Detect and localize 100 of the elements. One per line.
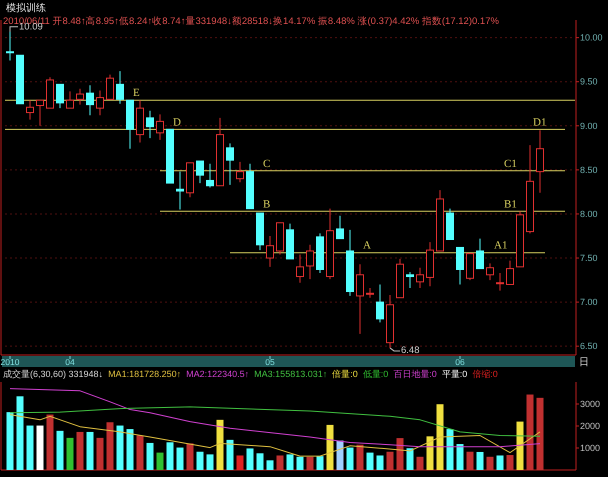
text: 低量:0: [362, 369, 388, 379]
bar: [536, 398, 544, 470]
bar: [486, 456, 494, 470]
bar: [176, 448, 184, 470]
line-series: [10, 388, 540, 448]
bar: [46, 414, 54, 470]
y-tick-label: 9.50: [580, 76, 598, 87]
bar: [456, 444, 464, 470]
bar: [386, 452, 394, 470]
bar: [56, 430, 64, 470]
bar: [246, 448, 254, 470]
bar: [346, 448, 354, 470]
candlestick: [426, 242, 434, 287]
annotation: B1: [504, 198, 517, 210]
text: MA1:181728.250↑: [108, 369, 182, 379]
text: 平量:0: [442, 369, 468, 379]
bar: [516, 422, 524, 470]
bar: [356, 444, 364, 470]
candlestick: [96, 90, 104, 116]
bar: [506, 455, 514, 470]
bar: [266, 460, 274, 470]
bar: [186, 443, 194, 470]
bar: [106, 422, 114, 470]
candlestick: [136, 100, 144, 144]
bar: [196, 452, 204, 470]
bar: [236, 455, 244, 470]
bar: [396, 438, 404, 470]
candlestick: [356, 264, 364, 334]
text: MA3:155813.031↑: [254, 369, 328, 379]
bar: [446, 429, 454, 470]
text: 日: [579, 357, 589, 368]
bar: [296, 456, 304, 470]
y-tick-label: 9.00: [580, 120, 598, 131]
candlestick: [176, 171, 184, 210]
bar: [116, 426, 124, 470]
y-tick-label: 8.50: [580, 164, 598, 175]
bar: [406, 448, 414, 470]
text: 倍量:0: [332, 369, 358, 379]
text: 倍缩:0: [472, 369, 498, 379]
bar: [256, 453, 264, 470]
x-tick-label: 04: [65, 357, 75, 367]
bar: [326, 424, 334, 470]
candlestick: [146, 110, 154, 139]
bar: [496, 455, 504, 470]
ref-line-label: C: [263, 158, 270, 170]
bar: [416, 456, 424, 470]
chart-title: 模拟训练: [6, 2, 46, 14]
chart-title: 成交量(6,30,60) 331948↓: [3, 369, 104, 379]
line-series: [10, 406, 540, 437]
candlestick: [86, 84, 94, 116]
bar: [336, 440, 344, 470]
y-tick-label: 6.50: [580, 341, 598, 352]
bar: [226, 440, 234, 470]
bar: [376, 455, 384, 470]
candlestick: [406, 272, 414, 288]
bar: [286, 454, 294, 470]
bar: [206, 454, 214, 470]
bar: [166, 442, 174, 470]
bar: [66, 438, 74, 470]
annotation: A1: [494, 240, 508, 252]
ref-line-label: A: [363, 240, 371, 252]
x-tick-label: 06: [455, 357, 465, 367]
ref-line-label: B: [263, 198, 270, 210]
bar: [276, 455, 284, 470]
x-tick-label: 05: [265, 357, 275, 367]
candlestick: [536, 130, 544, 194]
candlestick: [156, 114, 164, 140]
bar: [96, 438, 104, 470]
candlestick: [266, 235, 274, 268]
bar: [426, 436, 434, 470]
bar: [366, 452, 374, 470]
bar: [476, 452, 484, 470]
y-tick-label: 8.00: [580, 208, 598, 219]
bar: [306, 456, 314, 470]
bar: [6, 412, 14, 470]
annotation: C1: [504, 158, 517, 170]
bar: [36, 426, 44, 470]
bar: [216, 420, 224, 470]
y-tick-label: 7.00: [580, 297, 598, 308]
bar: [526, 394, 534, 470]
bar: [436, 404, 444, 470]
candlestick: [26, 100, 34, 120]
bar: [156, 452, 164, 470]
candlestick: [386, 294, 394, 348]
bar: [76, 432, 84, 470]
y-tick-label: 10.00: [580, 32, 603, 43]
y-tick-label: 7.50: [580, 253, 598, 264]
bar: [146, 442, 154, 470]
bar: [466, 452, 474, 470]
bar: [136, 435, 144, 470]
annotation: 6.48: [401, 344, 420, 356]
ref-line-label: E: [133, 87, 140, 100]
ref-line-label: D: [173, 116, 181, 128]
y-tick-label: 2000: [580, 421, 600, 431]
text: MA2:122340.5↑: [186, 369, 250, 379]
annotation: D1: [533, 116, 546, 128]
bar: [16, 396, 24, 470]
bar: [26, 426, 34, 470]
bar: [126, 429, 134, 470]
y-tick-label: 1000: [580, 443, 600, 453]
